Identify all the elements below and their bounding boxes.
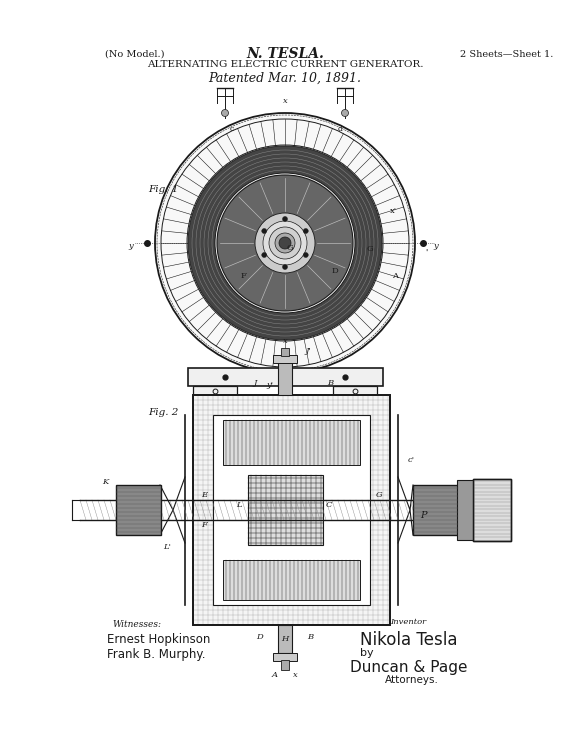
Text: x': x': [389, 207, 397, 215]
Circle shape: [255, 213, 315, 273]
Text: x: x: [283, 337, 287, 345]
Bar: [473, 479, 511, 541]
Circle shape: [262, 253, 267, 257]
Text: J': J': [305, 347, 311, 355]
Text: B: B: [327, 379, 333, 387]
Text: K: K: [102, 478, 108, 486]
Bar: [193, 395, 390, 625]
Text: L: L: [237, 501, 242, 509]
Bar: [278, 362, 292, 395]
Bar: [281, 660, 289, 670]
Text: Frank B. Murphy.: Frank B. Murphy.: [107, 648, 206, 661]
Text: Patented Mar. 10, 1891.: Patented Mar. 10, 1891.: [209, 72, 361, 85]
FancyBboxPatch shape: [193, 395, 390, 625]
Bar: [248, 475, 323, 545]
Text: G: G: [287, 244, 294, 252]
Text: Nikola Tesla: Nikola Tesla: [360, 631, 458, 649]
Bar: [223, 560, 360, 600]
Circle shape: [275, 233, 295, 253]
Text: Fig. 2: Fig. 2: [148, 408, 178, 417]
Bar: [281, 348, 289, 356]
Text: (No Model.): (No Model.): [105, 50, 165, 59]
Text: G: G: [367, 245, 373, 253]
Text: ALTERNATING ELECTRIC CURRENT GENERATOR.: ALTERNATING ELECTRIC CURRENT GENERATOR.: [146, 60, 424, 69]
Bar: [213, 415, 370, 605]
Text: c': c': [408, 456, 415, 464]
Text: x: x: [292, 671, 298, 679]
Bar: [273, 653, 297, 661]
Text: 2 Sheets—Sheet 1.: 2 Sheets—Sheet 1.: [460, 50, 553, 59]
Text: y: y: [128, 242, 133, 250]
Circle shape: [283, 217, 287, 222]
Circle shape: [188, 146, 382, 340]
Text: A: A: [392, 272, 398, 280]
Circle shape: [341, 110, 348, 116]
Bar: [333, 386, 377, 396]
Bar: [223, 420, 360, 465]
Circle shape: [262, 228, 267, 234]
Text: Fig. 1: Fig. 1: [148, 185, 178, 194]
Text: B: B: [307, 633, 313, 641]
Text: y': y': [267, 381, 274, 389]
Text: A: A: [272, 671, 278, 679]
Circle shape: [155, 113, 415, 373]
Text: P: P: [420, 511, 426, 520]
Circle shape: [217, 175, 353, 311]
Text: y: y: [433, 242, 438, 250]
Text: F: F: [240, 272, 246, 280]
Circle shape: [269, 227, 301, 259]
Text: C: C: [326, 501, 332, 509]
Text: H: H: [282, 635, 288, 643]
Text: ': ': [425, 248, 428, 257]
Circle shape: [215, 173, 355, 313]
Bar: [193, 386, 237, 396]
Text: Inventor: Inventor: [390, 618, 426, 626]
Circle shape: [303, 253, 308, 257]
Text: E: E: [201, 491, 207, 499]
Bar: [116, 485, 161, 535]
Text: Ernest Hopkinson: Ernest Hopkinson: [107, 633, 210, 646]
Text: Duncan & Page: Duncan & Page: [350, 660, 467, 675]
Text: Witnesses:: Witnesses:: [112, 620, 161, 629]
Circle shape: [263, 221, 307, 265]
Circle shape: [222, 110, 229, 116]
Text: L': L': [163, 543, 171, 551]
Bar: [473, 479, 511, 541]
Text: d: d: [337, 125, 343, 133]
Bar: [188, 368, 383, 386]
Bar: [457, 480, 473, 540]
Bar: [273, 355, 297, 363]
Text: by: by: [360, 648, 373, 658]
Text: D: D: [332, 267, 339, 275]
Text: x: x: [283, 97, 287, 105]
Text: D: D: [256, 633, 263, 641]
Bar: [278, 625, 292, 653]
Circle shape: [279, 237, 291, 249]
Bar: [413, 485, 458, 535]
Circle shape: [283, 265, 287, 270]
Text: Attorneys.: Attorneys.: [385, 675, 439, 685]
Text: J: J: [253, 379, 256, 387]
Text: F: F: [201, 521, 207, 529]
Text: N. TESLA.: N. TESLA.: [246, 47, 324, 61]
Text: c: c: [230, 125, 234, 133]
Text: G: G: [376, 491, 382, 499]
Circle shape: [303, 228, 308, 234]
